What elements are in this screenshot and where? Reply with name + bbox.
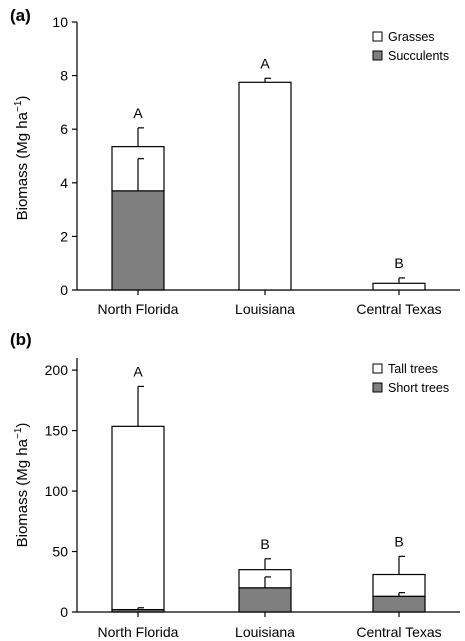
x-category-label: North Florida xyxy=(98,624,179,640)
bar-short-trees xyxy=(372,595,426,613)
x-category-label: North Florida xyxy=(98,301,179,317)
significance-letter: B xyxy=(394,255,403,271)
y-tick-label: 4 xyxy=(60,175,68,191)
y-tick-label: 0 xyxy=(60,282,68,298)
x-category-label: Louisiana xyxy=(235,301,295,317)
y-tick-label: 200 xyxy=(45,362,69,378)
panel-label: (a) xyxy=(10,6,31,25)
y-tick-label: 8 xyxy=(60,68,68,84)
bar-short-trees xyxy=(238,587,292,613)
legend-swatch xyxy=(372,382,383,393)
x-category-label: Central Texas xyxy=(356,624,441,640)
y-tick-label: 100 xyxy=(45,483,69,499)
chart-panel-b: (b) 0 50 100 150 200 Biomass (Mg ha−1) North Fl… xyxy=(10,330,460,640)
y-tick-label: 50 xyxy=(52,544,68,560)
legend-label: Grasses xyxy=(388,30,435,44)
y-tick-label: 10 xyxy=(52,14,68,30)
y-tick-label: 2 xyxy=(60,228,68,244)
bar-grasses xyxy=(372,282,426,291)
y-tick-label: 0 xyxy=(60,604,68,620)
chart-panel-a: (a) 0 2 4 6 8 10 Biomass (Mg ha−1) North Florida… xyxy=(10,6,460,317)
y-tick-label: 150 xyxy=(45,423,69,439)
legend-swatch xyxy=(372,363,383,374)
panel-label: (b) xyxy=(10,330,32,349)
significance-letter: A xyxy=(133,363,143,379)
bar-grasses xyxy=(238,81,292,291)
x-category-label: Louisiana xyxy=(235,624,295,640)
legend-swatch xyxy=(372,31,383,42)
legend-label: Tall trees xyxy=(388,362,438,376)
legend-swatch xyxy=(372,50,383,61)
significance-letter: A xyxy=(260,55,270,71)
bar-succulents xyxy=(111,190,165,291)
x-category-label: Central Texas xyxy=(356,301,441,317)
y-axis-label: Biomass (Mg ha−1) xyxy=(13,96,31,221)
y-tick-label: 6 xyxy=(60,121,68,137)
significance-letter: B xyxy=(260,536,269,552)
legend-label: Succulents xyxy=(388,49,449,63)
significance-letter: B xyxy=(394,533,403,549)
legend-label: Short trees xyxy=(388,381,449,395)
significance-letter: A xyxy=(133,105,143,121)
y-axis-label: Biomass (Mg ha−1) xyxy=(13,423,31,548)
bar-tall-trees xyxy=(111,425,165,611)
